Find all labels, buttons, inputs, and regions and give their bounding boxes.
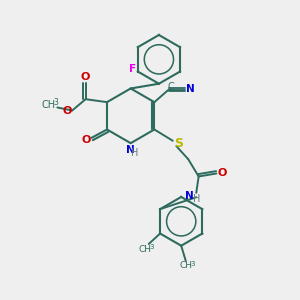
Text: 3: 3 xyxy=(53,98,58,107)
Text: CH: CH xyxy=(42,100,56,110)
Text: H: H xyxy=(193,194,200,204)
Text: O: O xyxy=(62,106,72,116)
Text: O: O xyxy=(82,135,91,145)
Text: O: O xyxy=(81,73,90,82)
Text: H: H xyxy=(131,148,139,158)
Text: N: N xyxy=(185,191,194,201)
Text: 3: 3 xyxy=(190,261,195,267)
Text: CH: CH xyxy=(139,245,152,254)
Text: O: O xyxy=(217,169,226,178)
Text: 3: 3 xyxy=(149,244,154,250)
Text: C: C xyxy=(168,82,174,92)
Text: N: N xyxy=(186,84,195,94)
Text: F: F xyxy=(129,64,136,74)
Text: S: S xyxy=(174,137,183,150)
Text: CH: CH xyxy=(180,261,193,270)
Text: N: N xyxy=(126,145,134,155)
